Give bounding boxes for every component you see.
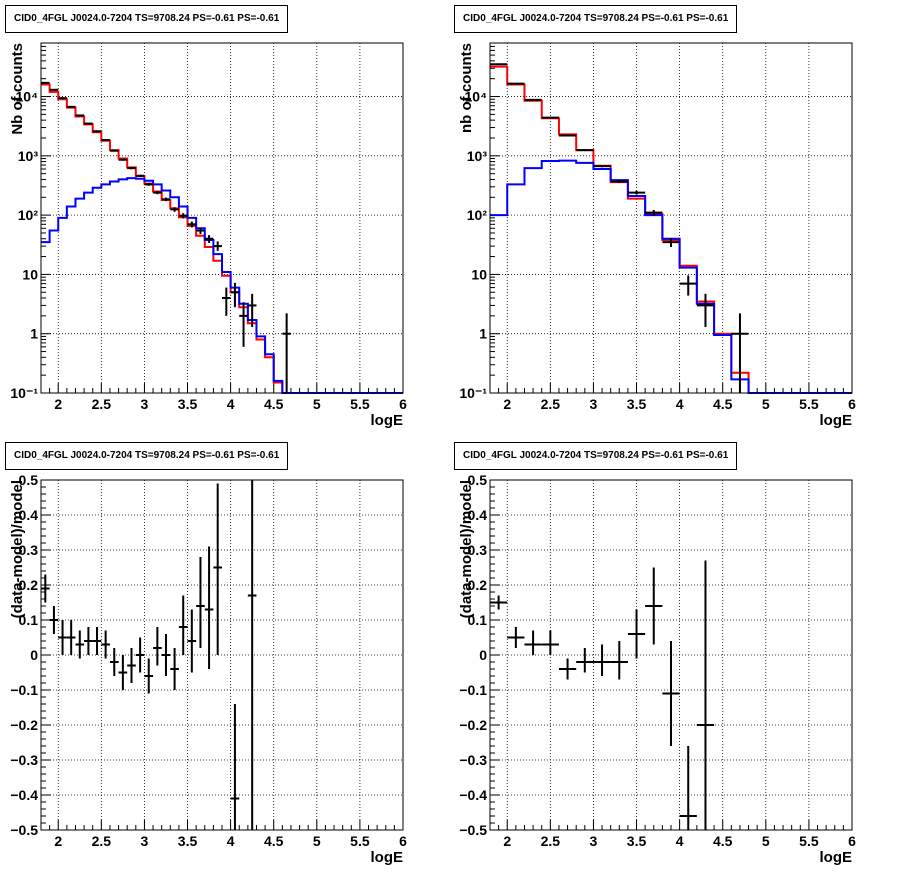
x-tick-label: 3 (590, 833, 598, 849)
y-tick-label: −0.5 (10, 822, 38, 838)
model-total-histogram (490, 65, 852, 394)
plot-frame (489, 479, 853, 831)
x-tick-label: 2.5 (541, 833, 561, 849)
x-tick-label: 5 (313, 833, 321, 849)
counts-plot-left: 2 2.5 3 3.5 4 4.5 5 5.5 6 10⁻¹ 1 10 10² 10³ 10⁴ logE Nb … (9, 42, 407, 429)
x-tick-label: 3.5 (627, 833, 647, 849)
x-tick-label: 4 (227, 396, 235, 412)
y-tick-label: −0.5 (459, 822, 487, 838)
y-tick-label: 0.4 (19, 507, 39, 523)
y-tick-label: 0.1 (19, 612, 39, 628)
y-tick-label: 10 (22, 266, 38, 282)
y-tick-label: 10⁴ (465, 89, 488, 105)
x-tick-label: 5 (313, 396, 321, 412)
y-tick-label: 0.1 (468, 612, 488, 628)
residual-plot-right: 2 2.5 3 3.5 4 4.5 5 5.5 6 −0.5 −0.4 −0.3 −0.2 −0.1 0 0.… (458, 472, 856, 866)
plot-frame (40, 42, 404, 394)
y-tick-label: 10⁻¹ (459, 385, 487, 401)
model-source-histogram (490, 159, 852, 394)
x-tick-label: 3 (141, 833, 149, 849)
plot-title-box: CID0_4FGL J0024.0-7204 TS=9708.24 PS=-0.… (454, 442, 738, 470)
plot-frame (489, 42, 853, 394)
y-tick-label: 0 (479, 647, 487, 663)
x-tick-label: 5.5 (350, 396, 370, 412)
x-tick-label: 2 (503, 396, 511, 412)
x-tick-label: 5 (762, 833, 770, 849)
y-tick-label: 0.4 (468, 507, 488, 523)
y-tick-label: 10² (467, 207, 488, 223)
x-tick-label: 5 (762, 396, 770, 412)
x-tick-label: 4 (676, 396, 684, 412)
x-axis-label: logE (820, 849, 853, 866)
residual-plot-panel-left: 2 2.5 3 3.5 4 4.5 5 5.5 6 −0.5 −0.4 −0.3 −0.2 −0.1 0 0.… (0, 437, 449, 874)
y-tick-label: 10³ (18, 148, 39, 164)
y-tick-label: 1 (30, 326, 38, 342)
y-tick-label: 10⁴ (16, 89, 39, 105)
residual-plot-panel-right: 2 2.5 3 3.5 4 4.5 5 5.5 6 −0.5 −0.4 −0.3 −0.2 −0.1 0 0.… (449, 437, 898, 874)
x-tick-label: 4.5 (264, 833, 284, 849)
y-axis-label: nb of counts (458, 43, 475, 133)
x-tick-label: 6 (399, 833, 407, 849)
x-tick-label: 5.5 (799, 833, 819, 849)
y-tick-label: 10⁻¹ (10, 385, 38, 401)
y-tick-label: 10² (18, 207, 39, 223)
x-tick-label: 2.5 (92, 833, 112, 849)
model-source-histogram (41, 177, 403, 394)
counts-plot-panel-right: 2 2.5 3 3.5 4 4.5 5 5.5 6 10⁻¹ 1 10 10² 10³ 10⁴ logE nb … (449, 0, 898, 437)
y-tick-label: 0.2 (19, 577, 39, 593)
x-axis-label: logE (371, 849, 404, 866)
counts-plot-right: 2 2.5 3 3.5 4 4.5 5 5.5 6 10⁻¹ 1 10 10² 10³ 10⁴ logE nb … (458, 42, 856, 429)
y-tick-label: −0.2 (10, 717, 38, 733)
x-tick-label: 3.5 (178, 833, 198, 849)
y-tick-label: 0.5 (19, 472, 39, 488)
y-tick-label: −0.2 (459, 717, 487, 733)
y-axis-label: (data-model)/model (9, 480, 26, 618)
x-tick-label: 2.5 (92, 396, 112, 412)
x-tick-label: 5.5 (350, 833, 370, 849)
x-tick-label: 6 (848, 396, 856, 412)
y-tick-label: −0.4 (459, 787, 487, 803)
y-axis-label: (data-model)/model (458, 480, 475, 618)
y-tick-label: −0.3 (10, 752, 38, 768)
y-axis-label: Nb of counts (9, 43, 26, 135)
x-tick-label: 3.5 (627, 396, 647, 412)
y-tick-label: 0.5 (468, 472, 488, 488)
x-tick-label: 2.5 (541, 396, 561, 412)
y-tick-label: 1 (479, 326, 487, 342)
x-axis-label: logE (371, 412, 404, 429)
x-tick-label: 3 (590, 396, 598, 412)
x-tick-label: 2 (503, 833, 511, 849)
y-tick-label: 0 (30, 647, 38, 663)
x-tick-label: 6 (848, 833, 856, 849)
x-axis-label: logE (820, 412, 853, 429)
residual-plot-left: 2 2.5 3 3.5 4 4.5 5 5.5 6 −0.5 −0.4 −0.3 −0.2 −0.1 0 0.… (9, 472, 407, 866)
plot-title-box: CID0_4FGL J0024.0-7204 TS=9708.24 PS=-0.… (5, 5, 289, 33)
x-tick-label: 6 (399, 396, 407, 412)
x-tick-label: 4.5 (713, 833, 733, 849)
x-tick-label: 2 (54, 396, 62, 412)
y-tick-label: −0.3 (459, 752, 487, 768)
x-tick-label: 2 (54, 833, 62, 849)
y-tick-label: 0.2 (468, 577, 488, 593)
y-tick-label: −0.4 (10, 787, 38, 803)
y-tick-label: 0.3 (19, 542, 39, 558)
x-tick-label: 3.5 (178, 396, 198, 412)
x-tick-label: 4.5 (264, 396, 284, 412)
y-tick-label: 0.3 (468, 542, 488, 558)
plot-title-box: CID0_4FGL J0024.0-7204 TS=9708.24 PS=-0.… (5, 442, 289, 470)
x-tick-label: 3 (141, 396, 149, 412)
x-tick-label: 5.5 (799, 396, 819, 412)
y-tick-label: −0.1 (10, 682, 38, 698)
plot-title-box: CID0_4FGL J0024.0-7204 TS=9708.24 PS=-0.… (454, 5, 738, 33)
y-tick-label: 10³ (467, 148, 488, 164)
y-tick-label: 10 (471, 266, 487, 282)
y-tick-label: −0.1 (459, 682, 487, 698)
plot-frame (40, 479, 404, 831)
x-tick-label: 4 (676, 833, 684, 849)
counts-plot-panel-left: 2 2.5 3 3.5 4 4.5 5 5.5 6 10⁻¹ 1 10 10² 10³ 10⁴ logE Nb … (0, 0, 449, 437)
x-tick-label: 4.5 (713, 396, 733, 412)
x-tick-label: 4 (227, 833, 235, 849)
